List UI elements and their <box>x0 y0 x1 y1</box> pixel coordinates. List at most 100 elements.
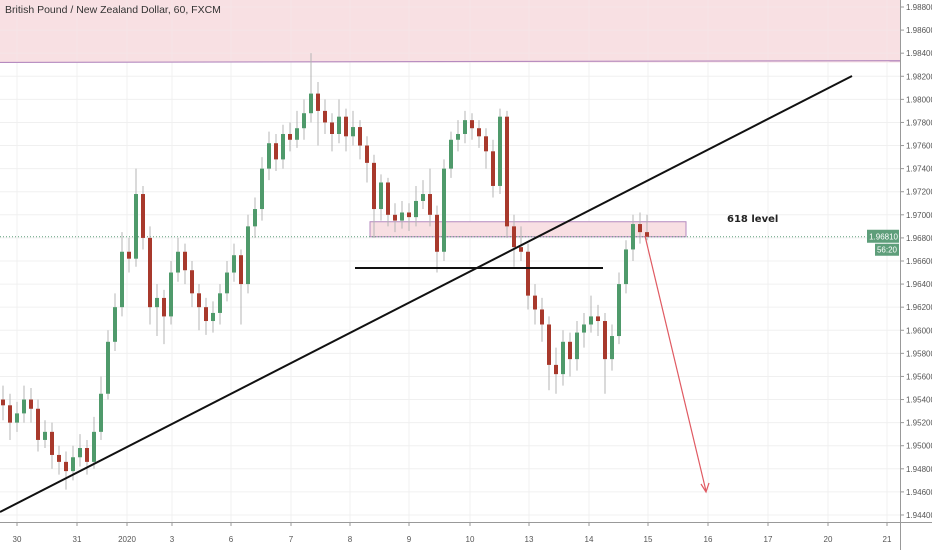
candle-body <box>526 251 530 296</box>
level-label: 618 level <box>727 214 778 225</box>
candle <box>232 243 236 282</box>
candle-body <box>309 93 313 114</box>
candle-body <box>106 341 110 394</box>
price-tick-label: 1.96200 <box>906 303 932 312</box>
candle <box>29 387 33 423</box>
candle <box>638 212 642 244</box>
candle-body <box>498 116 502 186</box>
candle <box>624 240 628 294</box>
candle-body <box>15 413 19 423</box>
candle <box>379 174 383 221</box>
price-tick-label: 1.95600 <box>906 372 932 381</box>
candle-body <box>358 127 362 146</box>
candle-body <box>323 110 327 123</box>
time-tick-label: 16 <box>704 535 713 544</box>
candle <box>393 203 397 233</box>
candle <box>330 113 334 152</box>
candle <box>421 180 425 210</box>
candle-body <box>127 251 131 259</box>
candle-body <box>71 457 75 472</box>
price-tick-label: 1.94600 <box>906 488 932 497</box>
candle-body <box>393 214 397 221</box>
time-tick-label: 31 <box>73 535 82 544</box>
candle <box>99 376 103 440</box>
candle <box>645 214 649 241</box>
candle <box>113 293 117 352</box>
candle <box>190 260 194 308</box>
candle-body <box>288 133 292 140</box>
candle <box>533 284 537 325</box>
candle <box>155 284 159 337</box>
candle-body <box>99 393 103 432</box>
time-tick-label: 3 <box>170 535 175 544</box>
candle <box>302 99 306 140</box>
price-tick-label: 1.96400 <box>906 280 932 289</box>
candle <box>596 304 600 337</box>
candle-body <box>491 151 495 186</box>
price-tick-label: 1.94800 <box>906 465 932 474</box>
candle-body <box>29 399 33 409</box>
candle <box>526 243 530 310</box>
candle <box>463 110 467 144</box>
candle-body <box>183 251 187 271</box>
candle <box>8 393 12 440</box>
candle <box>169 260 173 325</box>
candle-body <box>477 128 481 137</box>
candle <box>85 439 89 475</box>
candle <box>309 53 313 123</box>
candle <box>295 110 299 148</box>
candle-body <box>561 341 565 375</box>
candle <box>148 226 152 325</box>
time-tick-label: 20 <box>824 535 833 544</box>
candle <box>351 110 355 146</box>
candle <box>267 131 271 181</box>
price-tick-label: 1.97400 <box>906 165 932 174</box>
candle <box>519 226 523 261</box>
candle <box>162 289 166 345</box>
candle-body <box>337 116 341 134</box>
candle-body <box>78 448 82 458</box>
time-tick-label: 15 <box>644 535 653 544</box>
price-axis <box>900 0 932 550</box>
candle <box>540 297 544 342</box>
countdown-label: 56:20 <box>877 246 898 255</box>
candle-body <box>1 399 5 406</box>
candle <box>36 399 40 452</box>
candle <box>407 203 411 231</box>
candle-body <box>302 113 306 129</box>
candle <box>22 385 26 423</box>
price-tick-label: 1.95000 <box>906 442 932 451</box>
candle-body <box>330 122 334 134</box>
price-tick-label: 1.96800 <box>906 234 932 243</box>
candle-body <box>253 209 257 227</box>
price-tick-label: 1.94400 <box>906 511 932 520</box>
candle-body <box>50 431 54 455</box>
time-tick-label: 30 <box>13 535 22 544</box>
candle <box>365 136 369 183</box>
candle <box>15 401 19 432</box>
candle <box>547 316 551 391</box>
candle-body <box>575 332 579 360</box>
candle-body <box>92 431 96 462</box>
candle-body <box>197 293 201 308</box>
candle <box>281 124 285 169</box>
candle-body <box>463 120 467 134</box>
price-tick-label: 1.97800 <box>906 118 932 127</box>
countdown-tag <box>875 243 899 256</box>
last-price-label: 1.96810 <box>869 233 898 242</box>
candle-body <box>232 255 236 273</box>
time-tick-label: 7 <box>289 535 294 544</box>
candle <box>631 214 635 261</box>
resistance-zone-overlay <box>0 0 900 63</box>
candle <box>400 200 404 229</box>
candle-body <box>645 232 649 237</box>
candle <box>239 249 243 325</box>
candle-body <box>596 316 600 322</box>
price-tick-label: 1.97600 <box>906 142 932 151</box>
candle-body <box>190 270 194 294</box>
time-tick-label: 9 <box>407 535 412 544</box>
candle-body <box>281 133 285 160</box>
candle <box>358 120 362 160</box>
candle-body <box>512 226 516 248</box>
